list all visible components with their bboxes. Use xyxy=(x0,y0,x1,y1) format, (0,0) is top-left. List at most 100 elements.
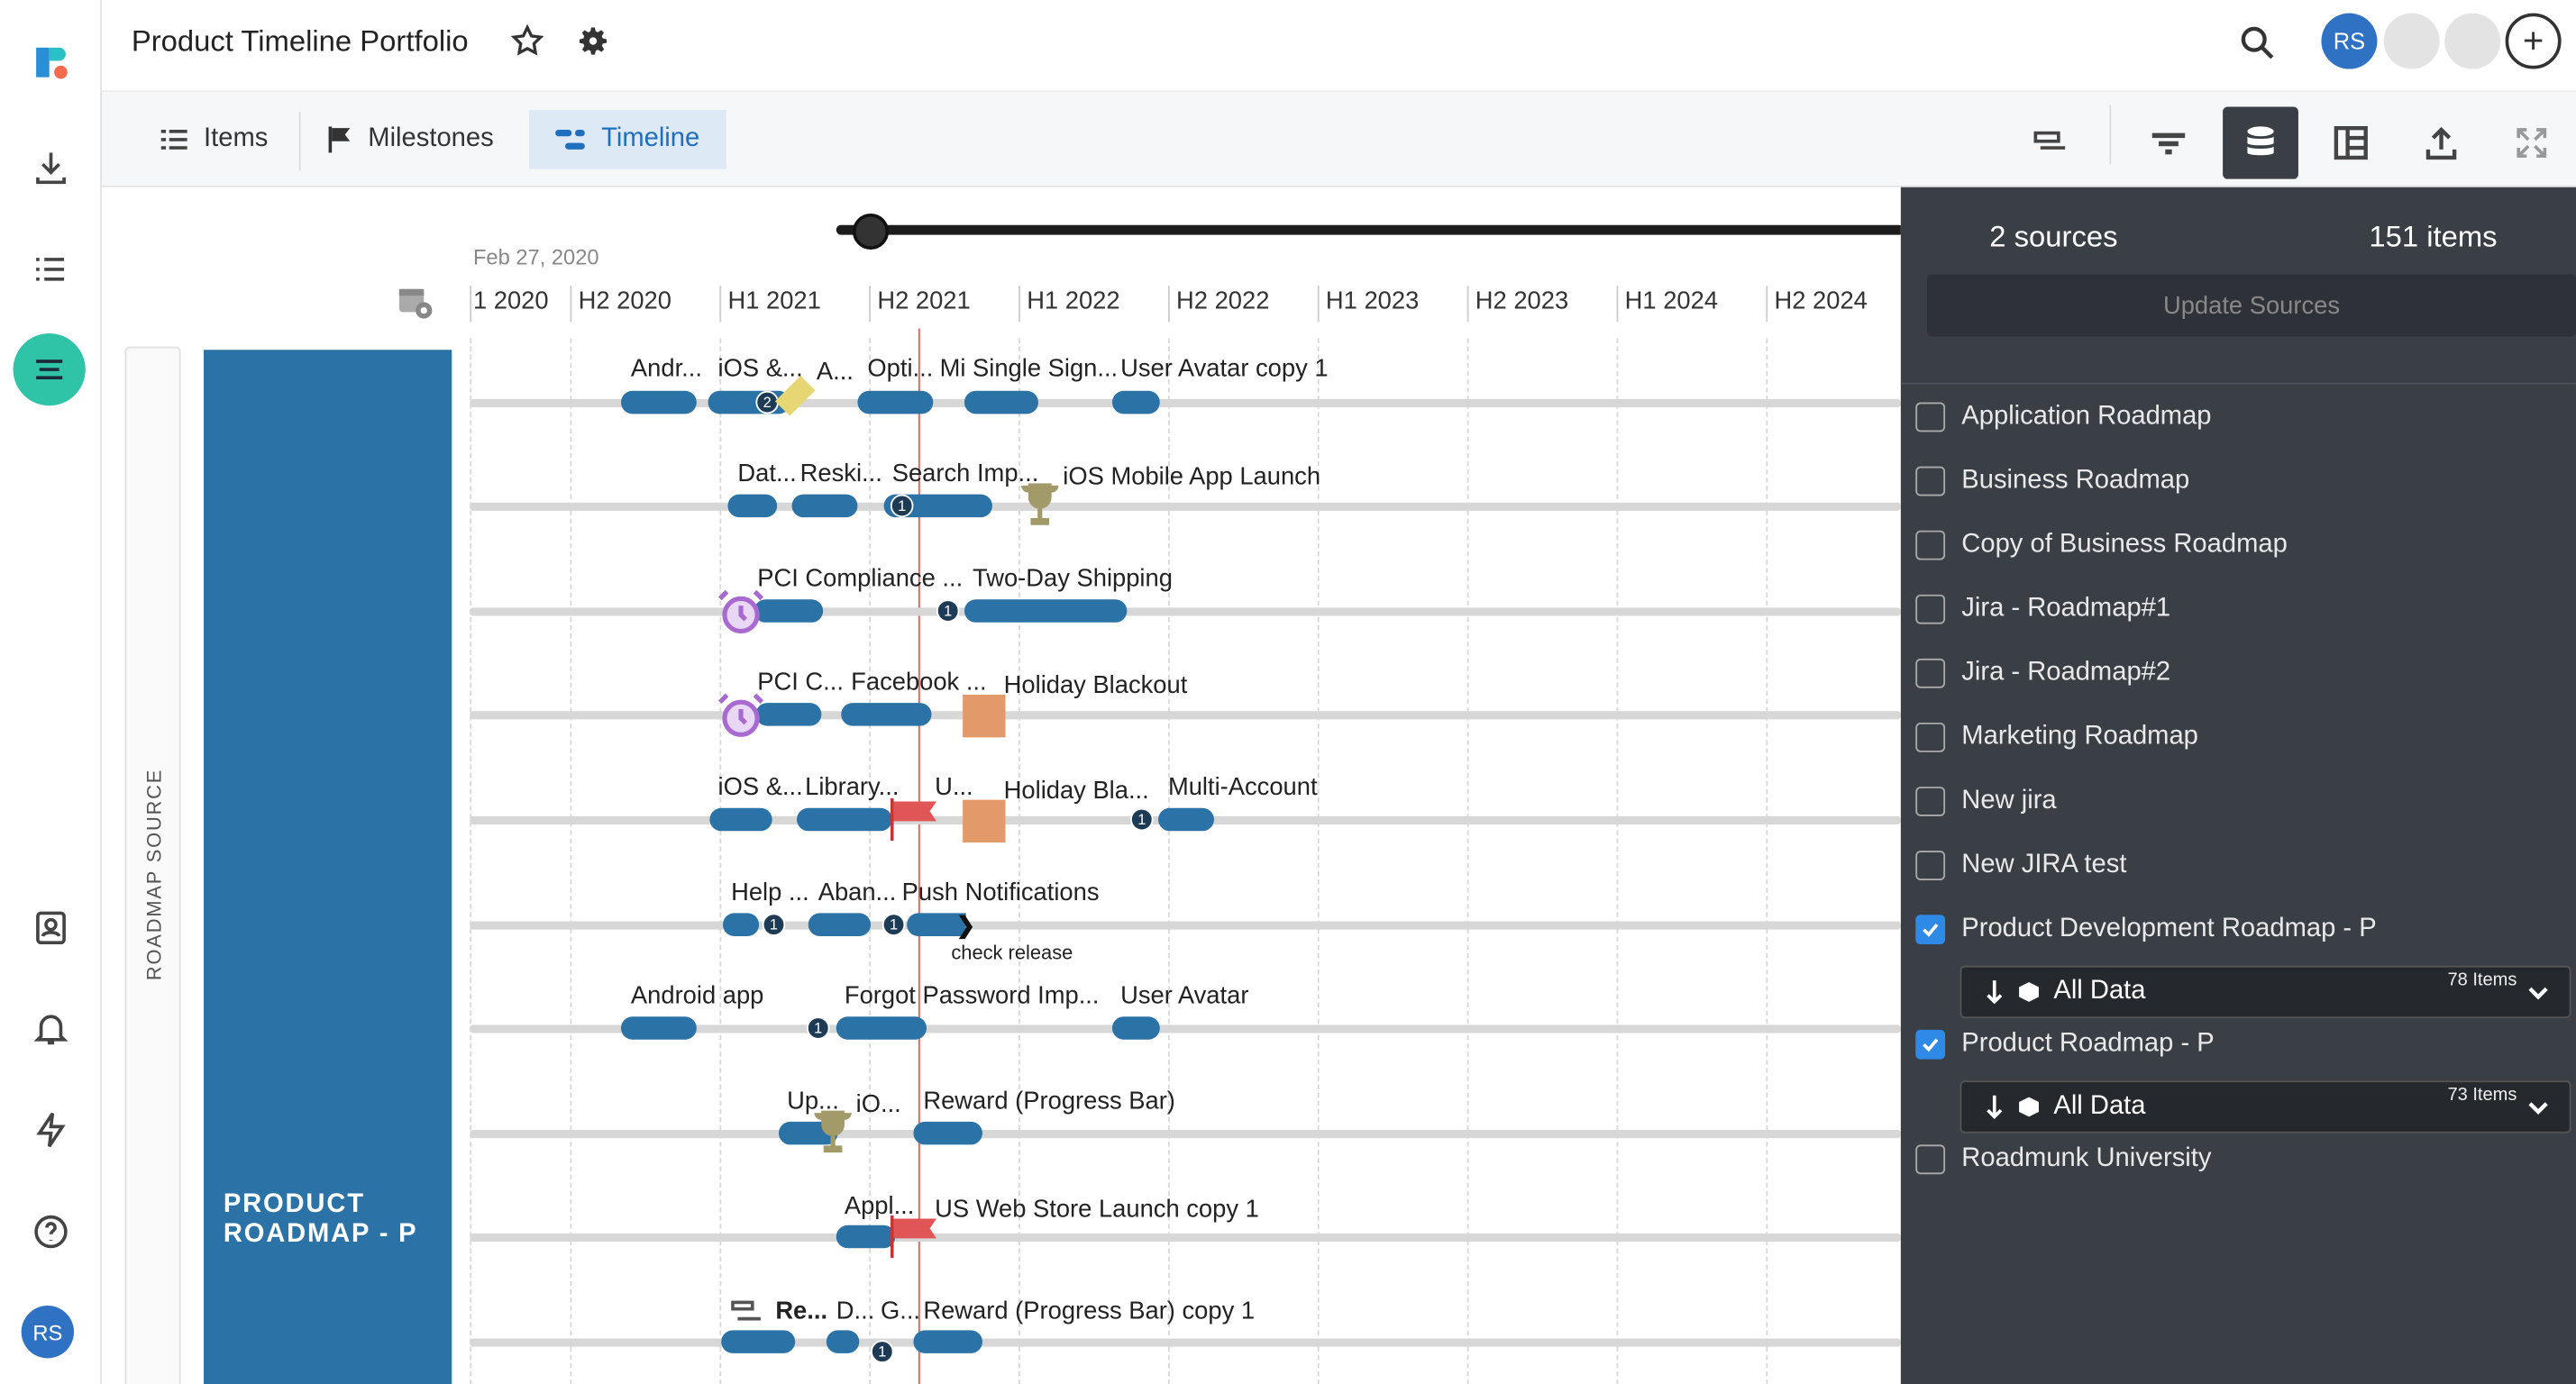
item-label[interactable]: iOS Mobile App Launch xyxy=(1063,463,1321,491)
item-label[interactable]: Appl... xyxy=(844,1192,915,1221)
source-checkbox[interactable] xyxy=(1915,1029,1946,1060)
item-label[interactable]: Android app xyxy=(630,981,764,1010)
timeline-bar[interactable] xyxy=(722,913,760,936)
calendar-settings-icon[interactable] xyxy=(394,281,434,329)
update-sources-button[interactable]: Update Sources xyxy=(1927,274,2576,337)
source-item[interactable]: New jira xyxy=(1915,780,2057,823)
blackout-marker[interactable] xyxy=(963,799,1006,843)
timeline-bar[interactable] xyxy=(620,1016,697,1040)
group-header[interactable]: PRODUCT ROADMAP - P xyxy=(204,350,452,1384)
source-item[interactable]: Marketing Roadmap xyxy=(1915,716,2198,759)
item-label[interactable]: Help ... xyxy=(731,879,809,907)
avatar-placeholder[interactable] xyxy=(2444,13,2501,69)
source-item[interactable]: Product Development Roadmap - P xyxy=(1915,908,2377,951)
timeline-bar[interactable] xyxy=(913,1330,982,1353)
download-icon[interactable] xyxy=(18,134,84,200)
item-label[interactable]: User Avatar copy 1 xyxy=(1120,354,1329,383)
filter-icon[interactable] xyxy=(2131,106,2206,178)
bar-style-icon[interactable] xyxy=(2013,106,2088,178)
timeline-bar[interactable] xyxy=(1111,390,1160,414)
source-item[interactable]: Application Roadmap xyxy=(1915,396,2212,438)
flag-icon[interactable] xyxy=(890,797,943,850)
timeline-bar[interactable] xyxy=(857,390,934,414)
item-label[interactable]: Library... xyxy=(805,773,900,802)
milestone-label[interactable]: check release xyxy=(951,941,1073,964)
timeline-bar[interactable] xyxy=(620,390,697,414)
timeline-bar[interactable] xyxy=(797,807,892,832)
item-label[interactable]: Up... xyxy=(787,1087,839,1115)
timeline-bar[interactable] xyxy=(1111,1016,1160,1040)
item-label[interactable]: Reski... xyxy=(799,460,882,488)
item-label[interactable]: Single Sign... xyxy=(973,354,1119,383)
sources-icon[interactable] xyxy=(2223,106,2298,179)
star-icon[interactable] xyxy=(509,23,545,68)
item-label[interactable]: Two-Day Shipping xyxy=(973,565,1173,593)
source-item[interactable]: Roadmunk University xyxy=(1915,1138,2211,1180)
contacts-icon[interactable] xyxy=(18,895,84,961)
source-checkbox[interactable] xyxy=(1915,915,1946,945)
avatar-placeholder[interactable] xyxy=(2383,13,2440,69)
source-item[interactable]: Product Roadmap - P xyxy=(1915,1024,2215,1066)
source-item[interactable]: Jira - Roadmap#1 xyxy=(1915,588,2170,631)
source-checkbox[interactable] xyxy=(1915,1144,1946,1175)
source-checkbox[interactable] xyxy=(1915,402,1946,432)
source-item[interactable]: Copy of Business Roadmap xyxy=(1915,524,2288,566)
timeline-bar[interactable] xyxy=(836,1225,896,1249)
count-badge[interactable]: 1 xyxy=(890,494,914,518)
item-label[interactable]: D... xyxy=(836,1297,875,1325)
source-filter-dropdown[interactable]: All Data 73 Items xyxy=(1959,1080,2571,1134)
timeline-bar[interactable] xyxy=(964,599,1128,623)
timeline-bar[interactable] xyxy=(913,1121,982,1145)
export-icon[interactable] xyxy=(2404,106,2480,178)
item-label[interactable]: iO... xyxy=(855,1090,901,1119)
item-label[interactable]: Forgot Password Imp... xyxy=(844,981,1100,1010)
zoom-slider-track[interactable] xyxy=(836,224,1901,235)
timeline-nav-icon[interactable] xyxy=(13,333,86,406)
lightning-icon[interactable] xyxy=(18,1097,84,1163)
item-label[interactable]: Push Notifications xyxy=(901,879,1100,907)
item-label[interactable]: Search Imp... xyxy=(891,460,1039,488)
item-label[interactable]: A... xyxy=(816,358,854,387)
help-icon[interactable] xyxy=(18,1199,84,1265)
header-avatar[interactable]: RS xyxy=(2321,13,2378,69)
item-label[interactable]: Re... xyxy=(775,1297,828,1325)
item-label[interactable]: User Avatar xyxy=(1120,981,1249,1010)
timeline-bar[interactable] xyxy=(841,703,932,726)
count-badge[interactable]: 1 xyxy=(871,1340,894,1363)
source-checkbox[interactable] xyxy=(1915,466,1946,496)
count-badge[interactable]: 1 xyxy=(762,913,786,936)
source-checkbox[interactable] xyxy=(1915,787,1946,816)
item-label[interactable]: iOS &... xyxy=(717,354,803,383)
alarm-clock-icon[interactable] xyxy=(713,688,769,752)
blackout-marker[interactable] xyxy=(963,695,1006,738)
flag-icon[interactable] xyxy=(890,1215,943,1267)
timeline-bar[interactable] xyxy=(826,1330,860,1353)
item-label[interactable]: G... xyxy=(880,1297,921,1325)
timeline-bar[interactable] xyxy=(791,494,858,518)
item-label[interactable]: Multi-Account xyxy=(1167,773,1318,802)
item-label[interactable]: Opti... xyxy=(867,354,934,383)
source-checkbox[interactable] xyxy=(1915,658,1946,688)
timeline-bar[interactable] xyxy=(964,390,1038,414)
item-label[interactable]: Facebook ... xyxy=(851,668,987,697)
tab-timeline[interactable]: Timeline xyxy=(528,110,726,169)
roadmunk-logo[interactable] xyxy=(18,30,84,96)
tab-items[interactable]: Items xyxy=(134,110,294,169)
item-label[interactable]: Aban... xyxy=(818,879,897,907)
timeline-bar[interactable] xyxy=(1158,807,1214,832)
item-label[interactable]: PCI Compliance ... xyxy=(757,565,964,593)
gear-icon[interactable] xyxy=(575,23,611,68)
timeline-bar[interactable] xyxy=(836,1016,927,1040)
count-badge[interactable]: 1 xyxy=(806,1016,830,1040)
source-filter-dropdown[interactable]: All Data 78 Items xyxy=(1959,965,2571,1019)
item-label[interactable]: Andr... xyxy=(630,354,702,383)
timeline-bar[interactable] xyxy=(721,1330,796,1353)
alarm-clock-icon[interactable] xyxy=(713,585,769,649)
timeline-bar[interactable] xyxy=(727,494,778,518)
timeline-bar[interactable] xyxy=(907,913,966,936)
fullscreen-icon[interactable] xyxy=(2494,106,2570,178)
bell-icon[interactable] xyxy=(18,996,84,1061)
item-label[interactable]: Mi xyxy=(939,354,966,383)
item-label[interactable]: Holiday Bla... xyxy=(1003,777,1149,806)
source-item[interactable]: Business Roadmap xyxy=(1915,460,2189,502)
